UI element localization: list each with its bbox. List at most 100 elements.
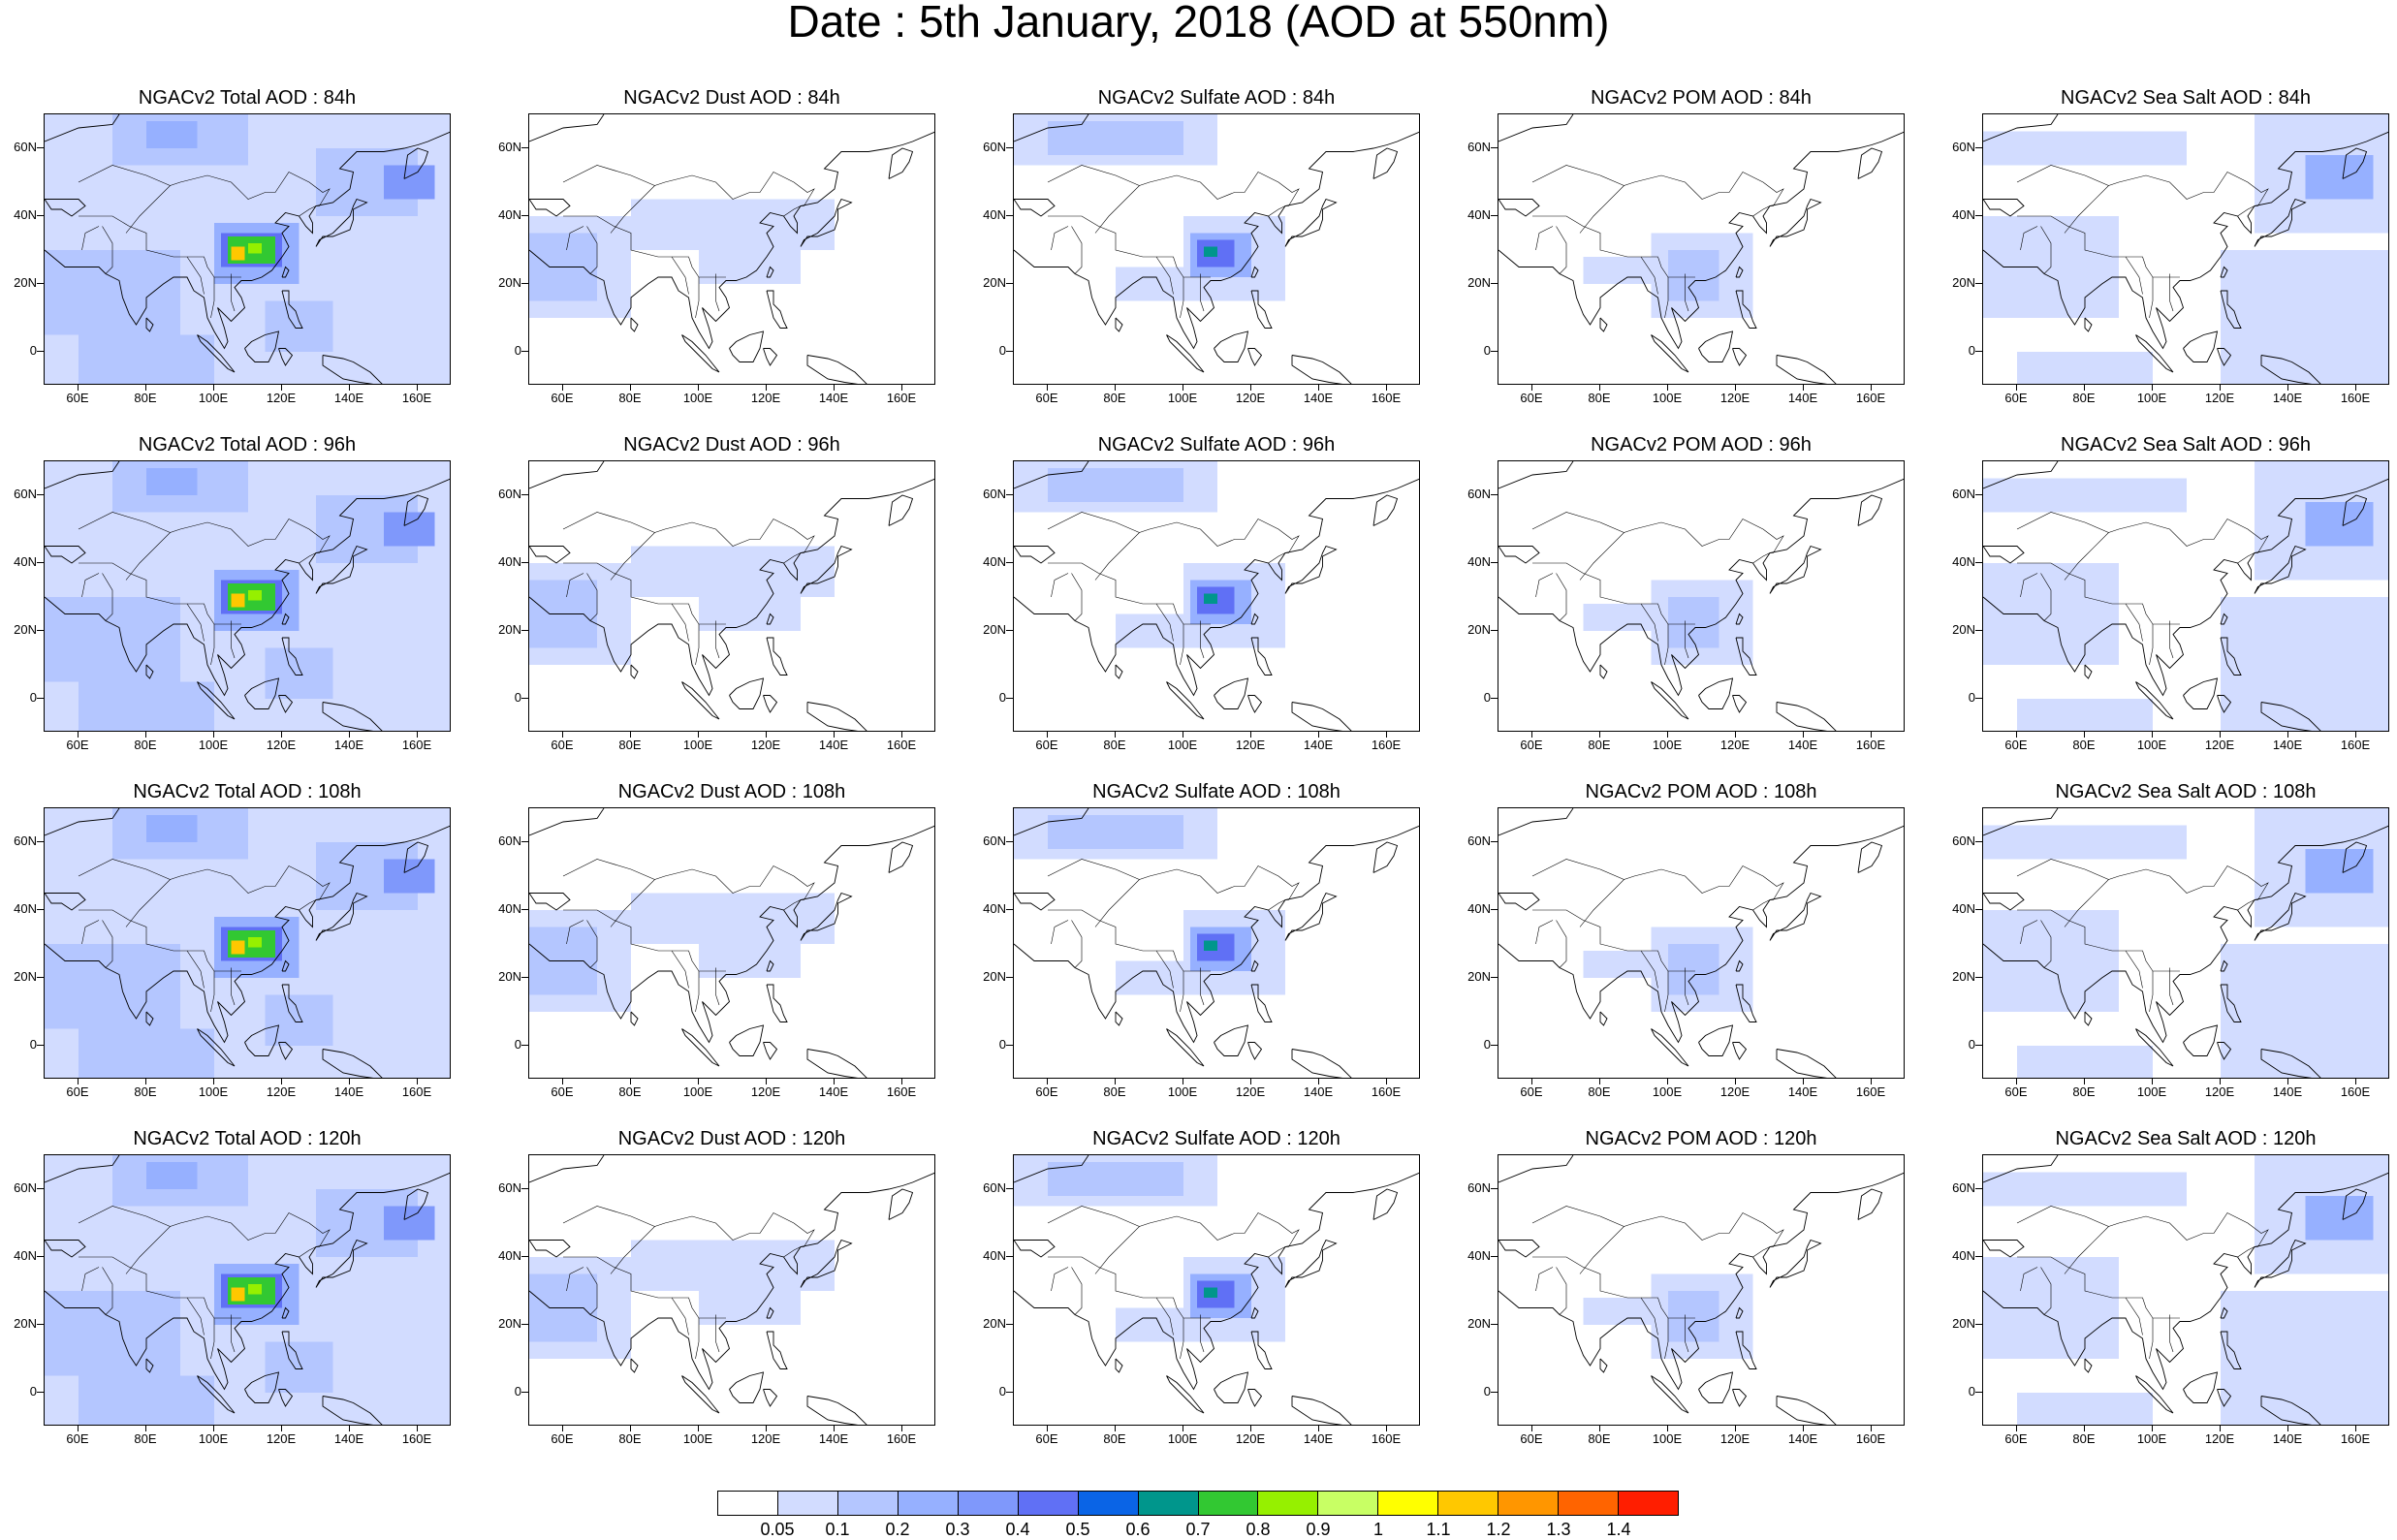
lon-tick-label: 80E — [2072, 391, 2096, 405]
colorbar-label: 0.8 — [1246, 1520, 1271, 1539]
lat-tick — [1491, 1045, 1498, 1046]
country-border — [1180, 277, 1184, 319]
lat-tick-label: 20N — [498, 1316, 521, 1331]
aod-field-region — [265, 647, 333, 699]
country-border — [1094, 519, 1300, 581]
coastline — [766, 637, 788, 676]
lon-tick-label: 120E — [266, 738, 297, 752]
lat-tick-label: 20N — [983, 275, 1006, 290]
coastline — [45, 808, 120, 836]
panel-title: NGACv2 Dust AOD : 120h — [617, 1128, 846, 1149]
coastline — [529, 808, 605, 836]
coastline — [2260, 702, 2321, 731]
country-border — [586, 1267, 598, 1315]
lon-tick — [2220, 385, 2221, 391]
lat-tick — [521, 351, 528, 352]
country-border — [102, 573, 113, 621]
coastline — [1698, 1024, 1734, 1056]
lon-tick — [1667, 1426, 1668, 1431]
lon-tick — [78, 1426, 79, 1431]
lat-tick-label: 60N — [983, 487, 1006, 501]
lon-tick — [2016, 1079, 2017, 1084]
aod-map — [1983, 808, 2388, 1078]
lon-tick-label: 160E — [401, 738, 432, 752]
coastline — [145, 1011, 154, 1026]
lon-tick-label: 160E — [886, 738, 917, 752]
lat-tick-label: 20N — [498, 622, 521, 637]
lon-tick-label: 100E — [198, 391, 229, 405]
lat-tick-label: 20N — [983, 622, 1006, 637]
coastline — [1014, 825, 1419, 1044]
lat-tick — [1491, 909, 1498, 910]
coastline — [681, 1375, 720, 1414]
coastline — [1214, 1371, 1249, 1403]
coastline — [1247, 1042, 1263, 1060]
lon-tick-label: 60E — [1035, 1084, 1058, 1099]
aod-field-region — [265, 300, 333, 352]
aod-map — [529, 808, 934, 1078]
lon-tick-label: 160E — [886, 1084, 917, 1099]
coastline — [1498, 1172, 1904, 1391]
aod-field-region — [2017, 699, 2153, 731]
colorbar-segment — [837, 1492, 899, 1515]
lon-tick — [1250, 1426, 1251, 1431]
map-panel-pom-84h: NGACv2 POM AOD : 84h 60N 40N 20N 0 60E 80E 100E… — [1454, 87, 1909, 407]
aod-field-region — [699, 1273, 801, 1325]
country-border — [562, 512, 655, 533]
map-panel-sulfate-120h: NGACv2 Sulfate AOD : 120h 60N 40N 20N 0 60E 80… — [969, 1128, 1425, 1448]
country-border — [1685, 620, 1689, 659]
aod-field-region — [2221, 250, 2388, 384]
colorbar-segment — [1498, 1492, 1560, 1515]
country-border — [2149, 624, 2154, 666]
lat-tick-label: 60N — [1952, 487, 1975, 501]
lat-tick-label: 60N — [498, 140, 521, 154]
lat-tick — [521, 494, 528, 495]
coastline — [763, 1389, 778, 1407]
country-border — [562, 165, 655, 186]
lon-tick-label: 60E — [2004, 1084, 2028, 1099]
panel-title: NGACv2 Sea Salt AOD : 120h — [2055, 1128, 2317, 1149]
lon-tick — [1803, 732, 1804, 738]
country-border — [2125, 256, 2143, 295]
country-border — [2064, 1212, 2269, 1274]
aod-map — [1983, 461, 2388, 731]
lon-tick — [2355, 732, 2356, 738]
lon-tick — [1047, 1426, 1048, 1431]
lon-tick — [78, 1079, 79, 1084]
lon-tick — [1047, 385, 1048, 391]
country-border — [299, 205, 317, 217]
lon-tick-label: 120E — [1235, 1431, 1266, 1446]
aod-field-region — [699, 233, 801, 284]
lon-tick — [1386, 1079, 1387, 1084]
aod-field-region — [1204, 593, 1217, 604]
coastline — [1732, 695, 1748, 713]
country-border — [1664, 1318, 1669, 1360]
lat-tick — [1006, 562, 1013, 563]
country-border — [610, 172, 815, 234]
coastline — [1983, 825, 2388, 1044]
lon-tick — [1115, 1426, 1116, 1431]
lat-tick-label: 20N — [1467, 969, 1491, 984]
aod-field-region — [79, 681, 214, 731]
map-panel-dust-120h: NGACv2 Dust AOD : 120h 60N 40N 20N 0 60E 80E 10… — [485, 1128, 940, 1448]
country-border — [1094, 865, 1300, 927]
coastline — [1014, 546, 1056, 564]
colorbar-label: 1.1 — [1426, 1520, 1451, 1539]
lat-tick — [1975, 698, 1982, 699]
lon-tick-label: 80E — [618, 738, 642, 752]
country-border — [1531, 1206, 1624, 1227]
aod-map — [529, 461, 934, 731]
lon-tick-label: 120E — [266, 1431, 297, 1446]
map-frame — [1013, 460, 1420, 732]
coastline — [2342, 841, 2368, 873]
lon-tick — [213, 732, 214, 738]
panel-title: NGACv2 Sea Salt AOD : 108h — [2055, 781, 2317, 802]
coastline — [1498, 1240, 1540, 1258]
lon-tick — [1115, 1079, 1116, 1084]
lon-tick-label: 120E — [1235, 1084, 1266, 1099]
aod-map — [1014, 461, 1419, 731]
country-border — [2237, 205, 2255, 217]
country-border — [2020, 226, 2038, 251]
lat-tick — [1491, 1324, 1498, 1325]
country-border — [78, 1206, 171, 1227]
